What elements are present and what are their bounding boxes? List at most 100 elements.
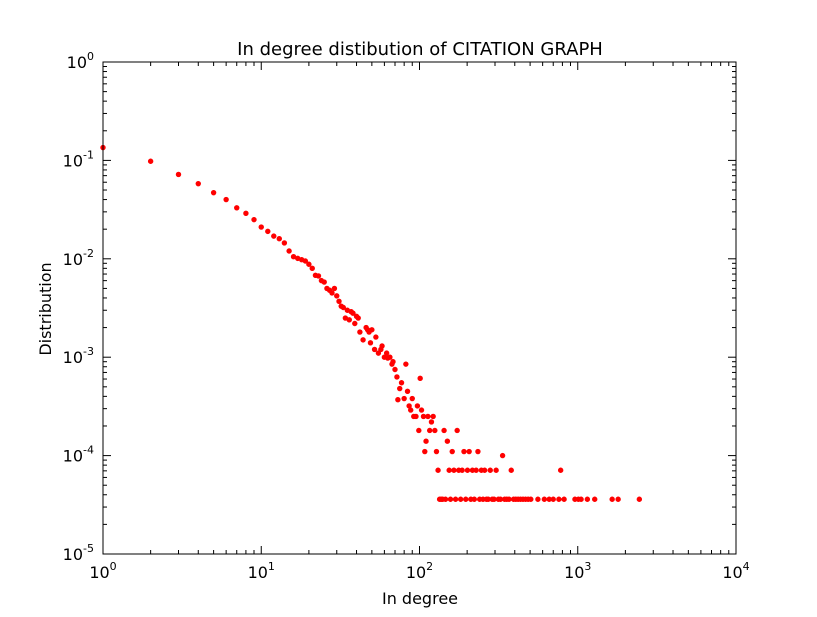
data-point <box>425 413 431 420</box>
data-point <box>369 327 375 333</box>
data-point <box>464 467 471 473</box>
data-point <box>493 467 499 473</box>
data-point <box>373 334 379 340</box>
data-point <box>557 467 564 473</box>
data-point <box>281 240 288 246</box>
data-point <box>609 496 615 502</box>
data-point <box>286 248 292 254</box>
data-point <box>175 171 182 178</box>
data-point <box>243 210 249 217</box>
x-axis-label: In degree <box>382 589 458 608</box>
data-point <box>195 180 201 187</box>
data-point <box>508 467 514 473</box>
data-point <box>561 496 567 502</box>
data-point <box>383 350 390 356</box>
data-point <box>418 407 425 413</box>
data-point <box>302 258 309 264</box>
y-tick-label: 10-1 <box>63 148 94 170</box>
y-tick-labels: 100 10-1 10-2 10-3 10-4 10-5 <box>63 50 94 564</box>
data-point <box>352 320 358 327</box>
data-point <box>487 467 493 473</box>
data-point <box>350 310 356 316</box>
data-points <box>100 144 643 502</box>
data-point <box>414 403 421 409</box>
plot-area <box>100 61 737 555</box>
y-tick-label: 10-3 <box>63 345 94 367</box>
data-point <box>430 413 436 420</box>
data-point <box>234 205 240 211</box>
data-point <box>584 496 591 502</box>
data-point <box>321 279 327 285</box>
data-point <box>592 496 598 502</box>
data-point <box>329 290 335 296</box>
data-point <box>528 496 534 502</box>
data-point <box>452 496 459 502</box>
data-point <box>463 496 469 502</box>
data-point <box>499 452 506 459</box>
data-point <box>475 448 481 455</box>
data-point <box>466 448 472 455</box>
chart-title: In degree distibution of CITATION GRAPH <box>237 39 603 60</box>
data-point <box>251 216 257 223</box>
data-point <box>423 438 429 444</box>
data-point <box>387 354 393 360</box>
data-point <box>379 343 385 349</box>
data-point <box>413 413 419 420</box>
data-point <box>471 496 478 502</box>
x-tick-label: 103 <box>564 560 591 582</box>
data-point <box>541 496 548 502</box>
data-point <box>367 340 374 346</box>
data-point <box>447 496 454 502</box>
data-point <box>392 366 398 373</box>
data-point <box>223 196 229 203</box>
data-point <box>210 189 217 196</box>
data-point <box>444 438 451 444</box>
x-tick-labels: 100 101 102 103 104 <box>89 560 749 582</box>
data-point <box>432 427 438 434</box>
data-point <box>428 419 435 425</box>
y-axis-label: Distribution <box>36 262 55 355</box>
x-tick-label: 102 <box>406 560 433 582</box>
data-point <box>550 496 556 502</box>
x-tick-label: 100 <box>89 560 116 582</box>
data-point <box>336 298 342 304</box>
data-point <box>433 448 440 455</box>
data-point <box>556 496 562 502</box>
data-point <box>420 413 427 420</box>
data-point <box>331 285 338 292</box>
data-point <box>408 407 414 413</box>
data-point <box>451 467 457 473</box>
data-point <box>397 385 403 392</box>
data-point <box>360 337 366 343</box>
data-point <box>375 350 382 356</box>
data-point <box>271 233 277 239</box>
data-point <box>435 467 441 473</box>
data-point <box>636 496 643 502</box>
data-point <box>615 496 621 502</box>
data-point <box>346 317 352 323</box>
plot-frame <box>102 61 737 555</box>
data-point <box>147 158 154 164</box>
data-point <box>395 396 401 403</box>
data-point <box>535 496 541 502</box>
data-point <box>422 448 428 455</box>
data-point <box>457 496 464 502</box>
data-point <box>481 467 488 473</box>
data-point <box>309 265 315 272</box>
data-point <box>506 496 512 502</box>
data-point <box>276 236 282 242</box>
data-point <box>340 304 346 311</box>
data-point <box>306 261 312 267</box>
data-point <box>401 395 407 402</box>
data-point <box>403 361 409 367</box>
data-point <box>417 375 423 382</box>
y-tick-label: 10-4 <box>63 444 94 466</box>
data-point <box>578 496 584 502</box>
data-point <box>409 395 415 402</box>
data-point <box>334 293 340 299</box>
data-point <box>427 427 433 434</box>
data-point <box>441 427 447 434</box>
data-point <box>459 467 465 473</box>
